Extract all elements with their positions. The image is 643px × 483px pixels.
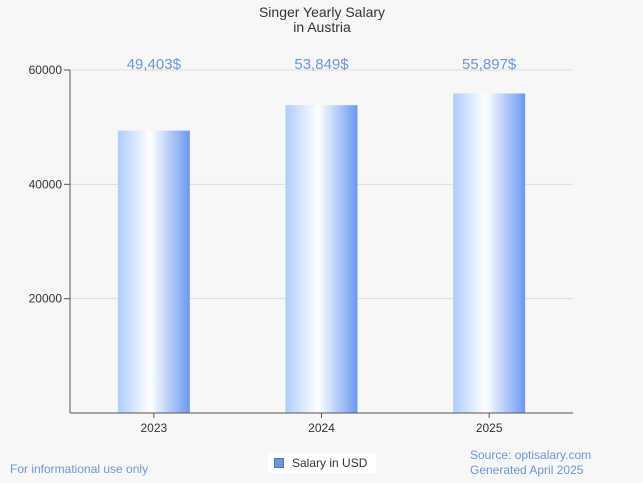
legend-label: Salary in USD bbox=[292, 456, 368, 470]
y-axis: 20000 40000 60000 bbox=[29, 63, 71, 413]
source-text: Source: optisalary.com bbox=[470, 448, 592, 462]
disclaimer-text: For informational use only bbox=[10, 462, 149, 476]
bar-2025[interactable] bbox=[453, 93, 526, 414]
y-tick-label: 20000 bbox=[29, 292, 63, 306]
x-tick-label: 2025 bbox=[476, 421, 503, 435]
data-label-2025: 55,897$ bbox=[462, 56, 517, 73]
x-axis: 2023 2024 2025 bbox=[70, 412, 573, 435]
y-tick-label: 40000 bbox=[29, 177, 63, 191]
legend-swatch bbox=[274, 458, 284, 468]
y-tick-label: 60000 bbox=[29, 63, 63, 77]
chart-subtitle: in Austria bbox=[293, 19, 351, 35]
chart-title: Singer Yearly Salary bbox=[259, 4, 385, 20]
bar-2024[interactable] bbox=[285, 105, 358, 414]
data-label-2023: 49,403$ bbox=[127, 56, 182, 73]
bar-2023[interactable] bbox=[117, 130, 190, 413]
source-block: Source: optisalary.com Generated April 2… bbox=[470, 448, 591, 478]
bars-group: 49,403$ 53,849$ 55,897$ bbox=[117, 56, 526, 414]
x-tick-label: 2024 bbox=[308, 421, 335, 435]
legend[interactable]: Salary in USD bbox=[268, 453, 377, 473]
data-label-2024: 53,849$ bbox=[294, 56, 349, 73]
x-tick-label: 2023 bbox=[140, 421, 167, 435]
generated-text: Generated April 2025 bbox=[470, 463, 584, 477]
